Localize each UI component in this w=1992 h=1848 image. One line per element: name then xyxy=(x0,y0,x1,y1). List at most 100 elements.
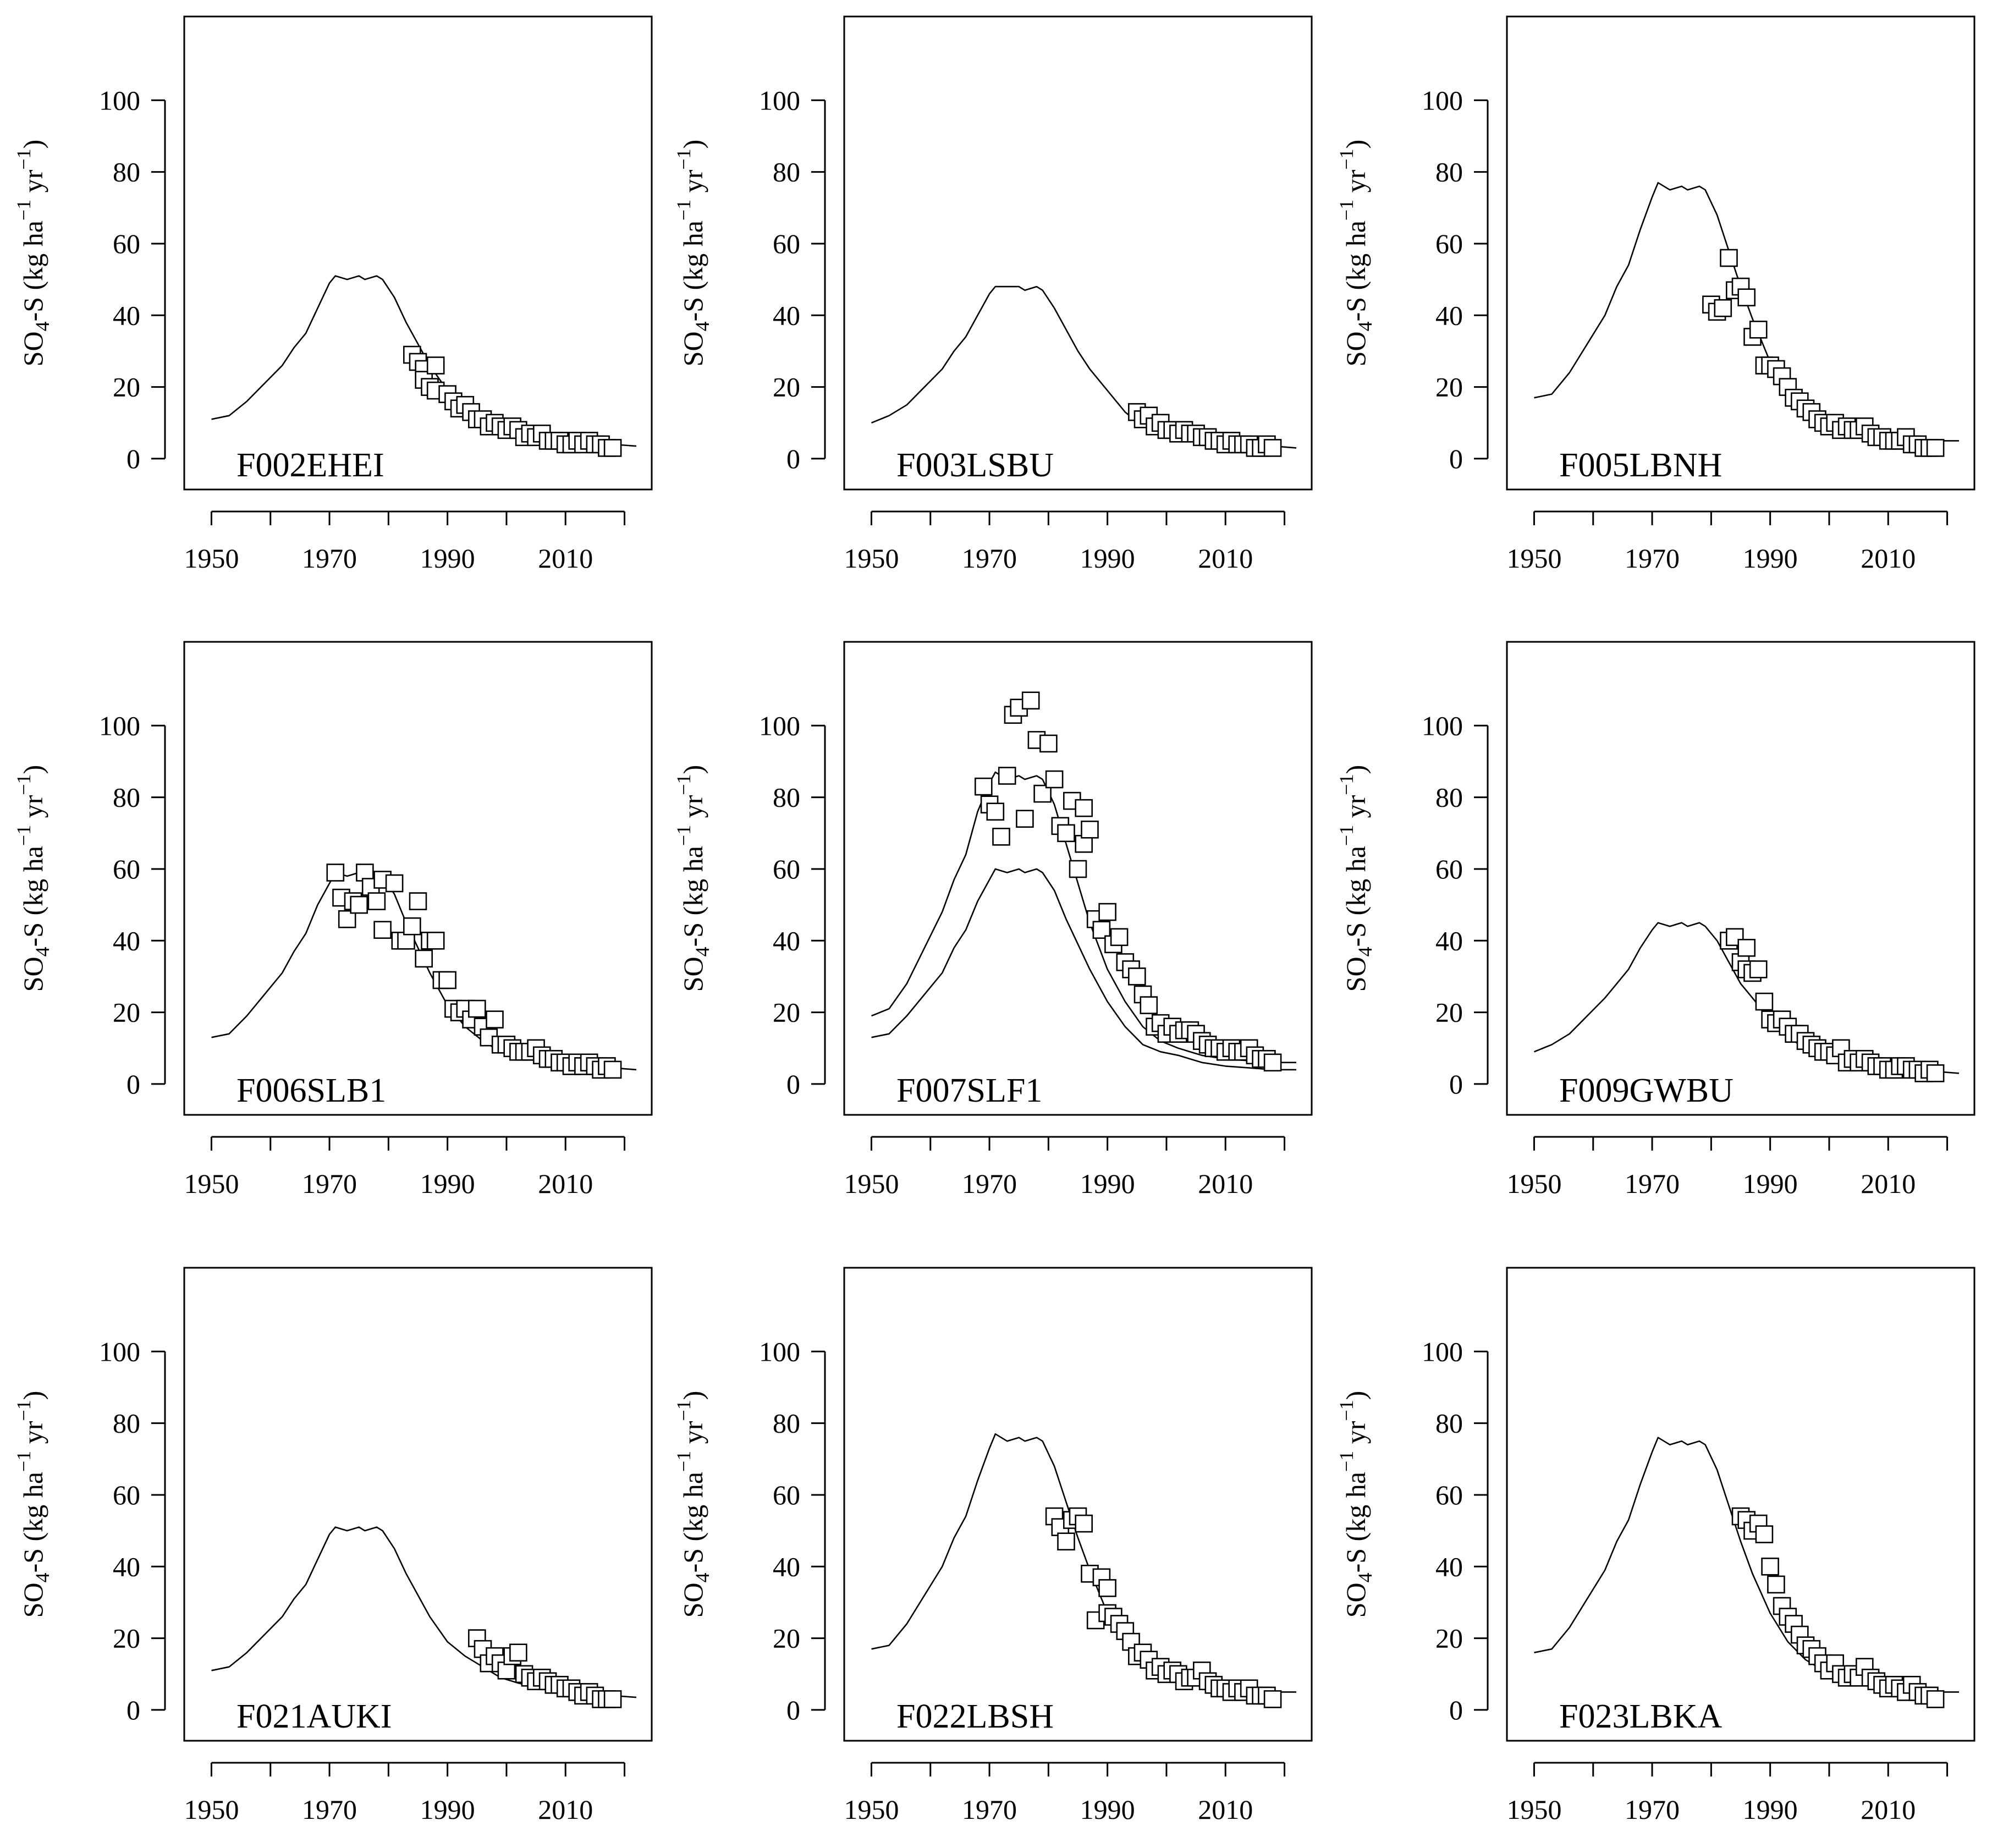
observed-point xyxy=(1926,1690,1945,1708)
observed-point xyxy=(486,1010,504,1028)
y-axis-title-part: 4 xyxy=(1354,321,1376,331)
y-tick-label: 0 xyxy=(126,1695,140,1725)
observed-point xyxy=(1749,960,1768,978)
y-axis-title-part: -S (kg ha xyxy=(1340,1472,1371,1572)
y-tick-label: 40 xyxy=(1435,925,1463,956)
y-tick-label: 60 xyxy=(773,854,800,884)
observed-point xyxy=(1755,1525,1774,1543)
observed-point xyxy=(367,892,386,910)
y-tick-label: 40 xyxy=(1435,300,1463,331)
site-label: F005LBNH xyxy=(1559,447,1722,484)
y-axis-title-part: −1 xyxy=(13,1451,35,1472)
observed-point xyxy=(1767,1575,1785,1594)
x-tick-label: 1970 xyxy=(302,1168,357,1199)
site-label: F003LSBU xyxy=(896,447,1054,484)
x-tick-label: 1990 xyxy=(420,1794,475,1825)
y-axis-title-part: −1 xyxy=(673,148,695,169)
y-axis-title-part: yr xyxy=(18,1421,48,1451)
x-tick-label: 2010 xyxy=(1198,1794,1253,1825)
observed-point xyxy=(1075,799,1093,817)
y-tick-label: 100 xyxy=(99,710,140,741)
site-label: F023LBKA xyxy=(1559,1698,1722,1735)
y-tick-label: 0 xyxy=(786,1069,800,1099)
y-axis-title-part: 4 xyxy=(31,321,53,331)
y-tick-label: 40 xyxy=(773,300,800,331)
observed-point xyxy=(509,1643,527,1662)
y-axis-title-part: SO xyxy=(1340,331,1371,366)
y-axis-title-part: SO xyxy=(678,331,708,366)
observed-point xyxy=(373,921,392,939)
y-axis-title-part: SO xyxy=(18,331,48,366)
y-tick-label: 60 xyxy=(1435,228,1463,259)
y-tick-label: 80 xyxy=(773,157,800,188)
plot-frame xyxy=(1506,15,1976,491)
x-tick-label: 2010 xyxy=(1198,543,1253,574)
x-tick-label: 1990 xyxy=(1080,543,1135,574)
x-tick-label: 1970 xyxy=(1625,543,1680,574)
observed-point xyxy=(986,802,1005,821)
site-label: F022LBSH xyxy=(896,1698,1054,1735)
y-axis-title-part: SO xyxy=(678,1582,708,1618)
y-axis-title-part: ) xyxy=(1340,1391,1371,1400)
y-axis-title-part: ) xyxy=(678,140,708,149)
y-axis-title-part: SO xyxy=(1340,956,1371,992)
plot-frame xyxy=(843,1267,1313,1742)
panel-F006SLB1: 0 20 40 60 80 100 1950 1970 1990 2010 SO4-S (kg ha… xyxy=(13,641,653,1199)
y-axis-title-part: yr xyxy=(18,169,48,200)
y-axis-title-part: −1 xyxy=(1335,200,1357,221)
y-axis-title-part: −1 xyxy=(1335,825,1357,846)
y-axis-title-part: SO xyxy=(678,956,708,992)
y-tick-label: 0 xyxy=(1449,443,1463,474)
y-tick-label: 80 xyxy=(113,782,140,813)
y-tick-label: 40 xyxy=(113,925,140,956)
y-axis-title: SO4-S (kg ha−1 yr−1) xyxy=(673,765,713,992)
x-tick-label: 1950 xyxy=(844,1794,899,1825)
site-label: F021AUKI xyxy=(236,1698,392,1735)
panel-F002EHEI: 0 20 40 60 80 100 1950 1970 1990 2010 SO4-S (kg ha… xyxy=(13,15,653,574)
y-tick-label: 80 xyxy=(113,157,140,188)
y-tick-label: 40 xyxy=(113,300,140,331)
observed-point xyxy=(1755,992,1774,1011)
observed-point xyxy=(1926,439,1945,457)
x-tick-label: 2010 xyxy=(1861,543,1916,574)
observed-point xyxy=(1098,1579,1116,1597)
x-tick-label: 1950 xyxy=(184,1794,239,1825)
y-tick-label: 60 xyxy=(113,854,140,884)
y-tick-label: 80 xyxy=(1435,782,1463,813)
y-tick-label: 80 xyxy=(113,1408,140,1439)
y-axis-title: SO4-S (kg ha−1 yr−1) xyxy=(673,140,713,367)
y-axis-title: SO4-S (kg ha−1 yr−1) xyxy=(13,140,53,367)
observed-point xyxy=(1263,1053,1282,1072)
y-tick-label: 20 xyxy=(773,997,800,1028)
plot-frame xyxy=(183,641,653,1116)
y-axis-title-part: yr xyxy=(678,1421,708,1451)
y-axis-title-part: -S (kg ha xyxy=(1340,846,1371,947)
observed-point xyxy=(1140,996,1158,1014)
model-line-1 xyxy=(1534,182,1959,442)
model-line-1 xyxy=(871,771,1296,1064)
y-axis-title-part: SO xyxy=(18,1582,48,1618)
x-tick-label: 1990 xyxy=(420,1168,475,1199)
y-axis-title: SO4-S (kg ha−1 yr−1) xyxy=(13,765,53,992)
y-tick-label: 100 xyxy=(759,710,800,741)
y-tick-label: 40 xyxy=(113,1551,140,1582)
observed-point xyxy=(326,864,345,882)
x-tick-label: 1990 xyxy=(420,543,475,574)
observed-point xyxy=(1737,939,1756,957)
y-axis-title-part: −1 xyxy=(673,1400,695,1421)
observed-point xyxy=(1081,821,1099,839)
y-axis-title-part: 4 xyxy=(1354,1572,1376,1582)
observed-point xyxy=(1761,1558,1779,1576)
y-tick-label: 0 xyxy=(126,443,140,474)
x-tick-label: 1990 xyxy=(1743,1794,1798,1825)
y-tick-label: 40 xyxy=(1435,1551,1463,1582)
y-axis-title-part: -S (kg ha xyxy=(18,846,48,947)
plot-frame xyxy=(183,1267,653,1742)
y-axis-title-part: -S (kg ha xyxy=(1340,221,1371,321)
observed-point xyxy=(1045,770,1064,789)
x-tick-label: 1990 xyxy=(1080,1168,1135,1199)
observed-point xyxy=(1016,810,1034,828)
panel-F021AUKI: 0 20 40 60 80 100 1950 1970 1990 2010 SO4-S (kg ha… xyxy=(13,1267,653,1825)
model-line-1 xyxy=(871,285,1297,449)
